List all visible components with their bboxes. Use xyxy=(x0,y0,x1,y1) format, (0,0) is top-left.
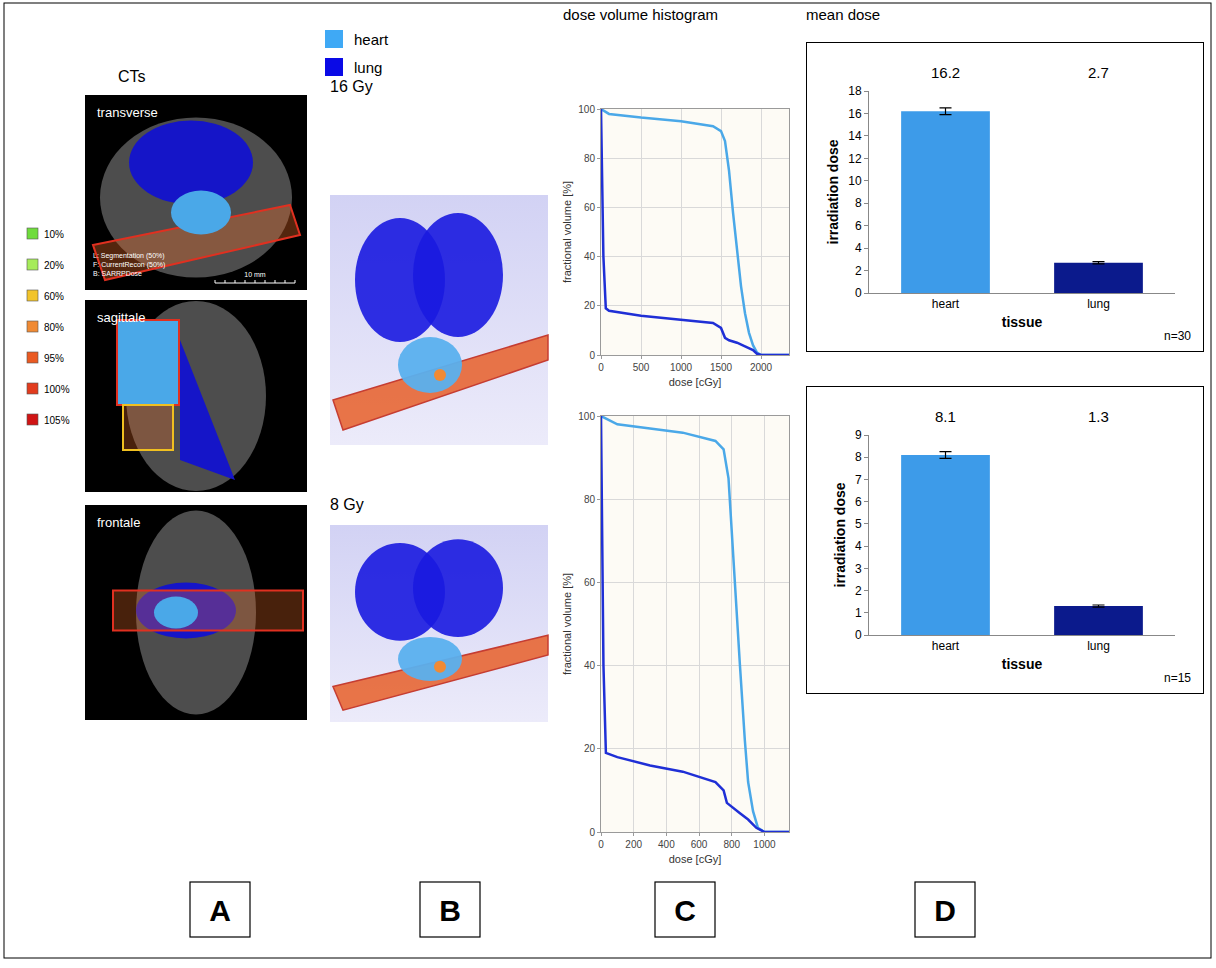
svg-text:9: 9 xyxy=(855,428,862,442)
svg-text:100: 100 xyxy=(578,104,595,115)
svg-text:5: 5 xyxy=(855,517,862,531)
svg-text:F: CurrentRecon (50%): F: CurrentRecon (50%) xyxy=(93,261,165,269)
svg-text:heart: heart xyxy=(932,639,960,653)
svg-text:0: 0 xyxy=(598,362,604,373)
svg-text:12: 12 xyxy=(848,152,862,166)
svg-text:heart: heart xyxy=(354,31,389,48)
svg-text:n=30: n=30 xyxy=(1164,329,1191,343)
svg-text:105%: 105% xyxy=(44,415,70,426)
svg-text:0: 0 xyxy=(589,827,595,838)
svg-text:lung: lung xyxy=(1087,639,1110,653)
svg-text:20: 20 xyxy=(584,300,596,311)
svg-text:100: 100 xyxy=(578,411,595,422)
svg-text:8.1: 8.1 xyxy=(935,408,956,425)
svg-text:7: 7 xyxy=(855,473,862,487)
svg-text:0: 0 xyxy=(589,350,595,361)
svg-text:200: 200 xyxy=(625,839,642,850)
svg-text:20: 20 xyxy=(584,743,596,754)
svg-text:2000: 2000 xyxy=(750,362,773,373)
svg-text:10: 10 xyxy=(848,174,862,188)
svg-text:CTs: CTs xyxy=(118,68,146,85)
svg-text:1500: 1500 xyxy=(710,362,733,373)
svg-text:14: 14 xyxy=(848,129,862,143)
svg-text:3: 3 xyxy=(855,562,862,576)
svg-text:16 Gy: 16 Gy xyxy=(330,78,373,95)
svg-text:60: 60 xyxy=(584,577,596,588)
svg-text:frontale: frontale xyxy=(97,515,140,530)
svg-text:B: B xyxy=(439,894,461,927)
svg-text:80: 80 xyxy=(584,153,596,164)
svg-text:0: 0 xyxy=(598,839,604,850)
svg-text:8: 8 xyxy=(855,196,862,210)
svg-text:L: Segmentation (50%): L: Segmentation (50%) xyxy=(93,252,165,260)
svg-text:B: SARRPDose: B: SARRPDose xyxy=(93,270,142,277)
svg-text:0: 0 xyxy=(855,286,862,300)
svg-text:60%: 60% xyxy=(44,291,64,302)
svg-text:n=15: n=15 xyxy=(1164,671,1191,685)
svg-text:10%: 10% xyxy=(44,229,64,240)
svg-text:6: 6 xyxy=(855,219,862,233)
svg-text:irradiation dose: irradiation dose xyxy=(825,139,841,244)
svg-text:100%: 100% xyxy=(44,384,70,395)
svg-text:500: 500 xyxy=(633,362,650,373)
svg-text:1.3: 1.3 xyxy=(1088,408,1109,425)
svg-text:60: 60 xyxy=(584,202,596,213)
svg-text:2.7: 2.7 xyxy=(1088,64,1109,81)
svg-text:40: 40 xyxy=(584,251,596,262)
svg-text:tissue: tissue xyxy=(1002,314,1043,330)
svg-text:fractional volume [%]: fractional volume [%] xyxy=(561,573,573,675)
svg-text:heart: heart xyxy=(932,297,960,311)
svg-text:C: C xyxy=(674,894,696,927)
svg-text:irradiation dose: irradiation dose xyxy=(832,482,848,587)
svg-text:16.2: 16.2 xyxy=(931,64,960,81)
svg-text:lung: lung xyxy=(1087,297,1110,311)
svg-text:4: 4 xyxy=(855,241,862,255)
svg-text:lung: lung xyxy=(354,59,382,76)
svg-text:1: 1 xyxy=(855,606,862,620)
svg-text:6: 6 xyxy=(855,495,862,509)
svg-text:A: A xyxy=(209,894,231,927)
svg-text:dose volume histogram: dose volume histogram xyxy=(563,6,718,23)
svg-text:D: D xyxy=(934,894,956,927)
svg-text:8 Gy: 8 Gy xyxy=(330,496,364,513)
svg-text:4: 4 xyxy=(855,539,862,553)
svg-text:tissue: tissue xyxy=(1002,656,1043,672)
svg-text:sagittale: sagittale xyxy=(97,310,145,325)
svg-text:transverse: transverse xyxy=(97,105,158,120)
svg-text:fractional volume [%]: fractional volume [%] xyxy=(561,181,573,283)
svg-text:0: 0 xyxy=(855,628,862,642)
svg-text:1000: 1000 xyxy=(753,839,776,850)
svg-text:18: 18 xyxy=(848,84,862,98)
svg-text:20%: 20% xyxy=(44,260,64,271)
svg-text:1000: 1000 xyxy=(670,362,693,373)
svg-text:80%: 80% xyxy=(44,322,64,333)
svg-text:600: 600 xyxy=(691,839,708,850)
svg-text:dose [cGy]: dose [cGy] xyxy=(669,376,722,388)
svg-text:16: 16 xyxy=(848,107,862,121)
svg-text:2: 2 xyxy=(855,584,862,598)
svg-text:400: 400 xyxy=(658,839,675,850)
svg-text:2: 2 xyxy=(855,264,862,278)
svg-text:80: 80 xyxy=(584,494,596,505)
svg-text:dose [cGy]: dose [cGy] xyxy=(669,853,722,865)
svg-text:95%: 95% xyxy=(44,353,64,364)
svg-text:mean dose: mean dose xyxy=(806,6,880,23)
svg-text:40: 40 xyxy=(584,660,596,671)
svg-text:800: 800 xyxy=(723,839,740,850)
svg-text:10 mm: 10 mm xyxy=(244,271,266,278)
svg-text:8: 8 xyxy=(855,450,862,464)
